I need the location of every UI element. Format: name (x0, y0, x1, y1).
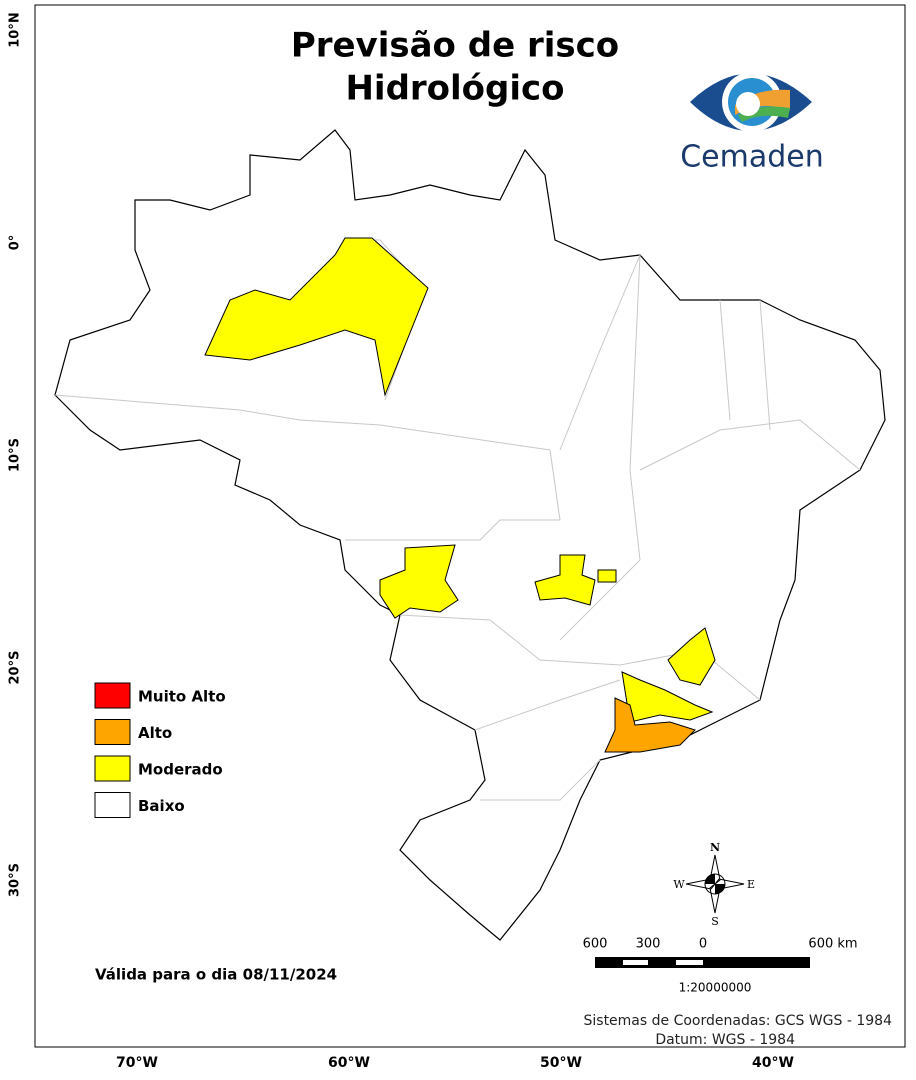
legend-label: Alto (138, 724, 172, 742)
latitude-label: 0° (8, 235, 23, 251)
title-line-1: Previsão de risco (291, 26, 619, 66)
legend-swatch (94, 755, 131, 782)
compass-north: N (710, 841, 720, 854)
legend-swatch (94, 682, 131, 709)
logo: Cemaden (680, 72, 824, 175)
risk-regions (204, 237, 716, 753)
risk-region (604, 697, 696, 753)
footer-datum: Datum: WGS - 1984 (655, 1032, 795, 1048)
latitude-label: 30°S (8, 863, 23, 897)
compass-west: W (673, 878, 685, 891)
latitude-label: 20°S (8, 651, 23, 685)
scale-label: 600 (583, 937, 608, 952)
footer-crs: Sistemas de Coordenadas: GCS WGS - 1984 (584, 1013, 893, 1029)
risk-region (597, 569, 617, 583)
risk-region (667, 627, 716, 686)
latitude-label: 10°S (8, 438, 23, 472)
risk-region (534, 554, 596, 606)
risk-region (379, 544, 459, 619)
scale-label: 600 km (808, 937, 857, 952)
latitude-label: 10°N (8, 12, 23, 47)
scale-labels: 600 300 0 600 km (583, 937, 858, 952)
risk-region (621, 671, 714, 723)
legend-label: Baixo (138, 797, 185, 815)
longitude-label: 60°W (328, 1055, 370, 1071)
legend-label: Muito Alto (138, 688, 226, 706)
scale-label: 0 (699, 937, 707, 952)
legend-swatch (94, 792, 131, 818)
title-line-2: Hidrológico (345, 69, 564, 109)
legend: Muito Alto Alto Moderado Baixo (94, 682, 226, 818)
scale-label: 300 (636, 937, 661, 952)
longitude-label: 70°W (116, 1055, 158, 1071)
valid-date: Válida para o dia 08/11/2024 (95, 966, 337, 984)
compass-south: S (711, 915, 719, 928)
legend-label: Moderado (138, 761, 223, 779)
graticule-labels: 10°N 0° 10°S 20°S 30°S 70°W 60°W 50°W 40°W (8, 12, 794, 1071)
longitude-label: 40°W (752, 1055, 794, 1071)
compass-east: E (747, 878, 755, 891)
compass: N E S W (673, 841, 755, 928)
scale-ratio: 1:20000000 (679, 981, 752, 995)
longitude-label: 50°W (540, 1055, 582, 1071)
legend-swatch (94, 719, 131, 745)
scale-bar (595, 957, 810, 968)
risk-region (204, 237, 429, 397)
logo-text: Cemaden (680, 140, 824, 175)
